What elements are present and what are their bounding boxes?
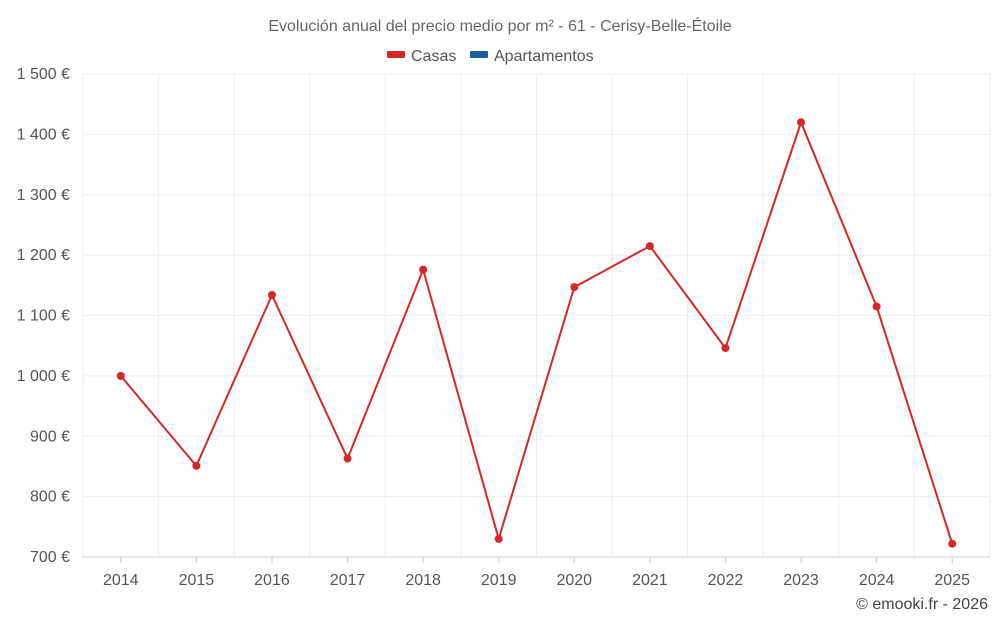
x-tick-label: 2020 [556, 572, 592, 589]
x-tick-label: 2025 [934, 572, 970, 589]
data-point-casas-2016[interactable] [267, 290, 276, 299]
data-point-casas-2023[interactable] [797, 118, 806, 127]
credit-text: © emooki.fr - 2026 [856, 596, 988, 613]
y-tick-label: 700 € [30, 549, 70, 566]
data-point-casas-2025[interactable] [948, 539, 957, 548]
data-point-casas-2017[interactable] [343, 454, 352, 463]
x-tick-label: 2023 [783, 572, 819, 589]
y-tick-label: 1 400 € [17, 126, 70, 143]
data-point-casas-2021[interactable] [645, 242, 654, 251]
legend-item-apartamentos[interactable]: Apartamentos [470, 48, 594, 65]
chart-title: Evolución anual del precio medio por m² … [268, 16, 731, 35]
x-tick-label: 2018 [405, 572, 441, 589]
data-point-casas-2020[interactable] [570, 283, 579, 292]
y-tick-label: 800 € [30, 489, 70, 506]
legend-label-apartamentos: Apartamentos [494, 48, 594, 65]
legend-swatch-apartamentos [470, 51, 488, 58]
x-tick-label: 2016 [254, 572, 290, 589]
x-tick-label: 2017 [330, 572, 366, 589]
x-tick-label: 2014 [103, 572, 139, 589]
y-tick-label: 1 300 € [17, 187, 70, 204]
x-tick-label: 2021 [632, 572, 668, 589]
data-point-casas-2019[interactable] [494, 534, 503, 543]
y-tick-label: 1 100 € [17, 308, 70, 325]
axes: 700 € 800 € 900 € 1 000 € 1 100 € 1 200 € 1 30… [17, 66, 990, 589]
grid [82, 73, 991, 557]
legend: Casas Apartamentos [387, 48, 594, 65]
plot-area [116, 118, 957, 548]
data-point-casas-2015[interactable] [192, 461, 201, 470]
data-point-casas-2024[interactable] [872, 302, 881, 311]
y-tick-label: 900 € [30, 428, 70, 445]
data-point-casas-2014[interactable] [116, 371, 125, 380]
legend-item-casas[interactable]: Casas [387, 48, 456, 65]
y-tick-label: 1 000 € [17, 368, 70, 385]
legend-label-casas: Casas [411, 48, 456, 65]
data-point-casas-2022[interactable] [721, 344, 730, 353]
data-point-casas-2018[interactable] [419, 265, 428, 274]
x-tick-label: 2022 [708, 572, 744, 589]
legend-swatch-casas [387, 51, 405, 58]
x-tick-label: 2015 [179, 572, 215, 589]
series-line-casas [120, 121, 954, 545]
y-tick-label: 1 200 € [17, 247, 70, 264]
x-tick-label: 2024 [859, 572, 895, 589]
x-tick-label: 2019 [481, 572, 517, 589]
y-tick-label: 1 500 € [17, 66, 70, 83]
